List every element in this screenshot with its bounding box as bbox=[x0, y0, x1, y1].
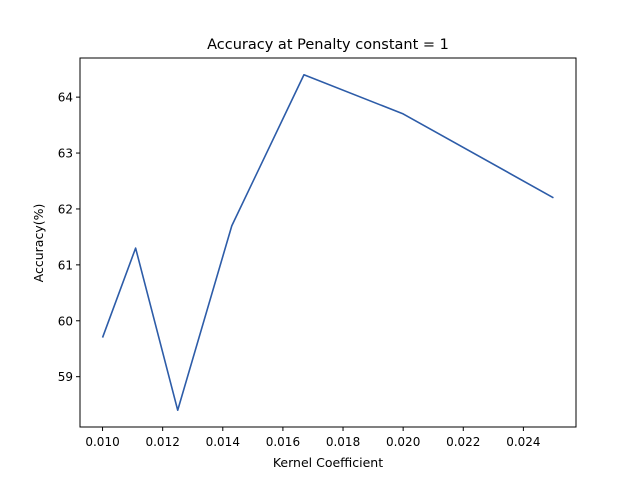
x-tick-label: 0.022 bbox=[446, 435, 480, 449]
x-axis-label: Kernel Coefficient bbox=[273, 455, 383, 470]
y-tick-label: 62 bbox=[58, 202, 73, 216]
x-tick-label: 0.018 bbox=[326, 435, 360, 449]
x-tick-label: 0.012 bbox=[145, 435, 179, 449]
x-axis: 0.010 0.012 0.014 0.016 0.018 0.020 0.022 0.024 bbox=[85, 427, 541, 449]
chart-title: Accuracy at Penalty constant = 1 bbox=[207, 37, 449, 53]
series-line bbox=[101, 73, 554, 412]
plot-area bbox=[79, 57, 577, 428]
y-tick-label: 59 bbox=[58, 370, 73, 384]
x-tick-label: 0.024 bbox=[506, 435, 540, 449]
y-tick-label: 63 bbox=[58, 147, 73, 161]
y-axis-label: Accuracy(%) bbox=[31, 204, 46, 283]
y-axis: 59 60 61 62 63 64 bbox=[58, 91, 80, 384]
x-tick-label: 0.014 bbox=[206, 435, 240, 449]
y-tick-label: 61 bbox=[58, 258, 73, 272]
series-layer bbox=[101, 73, 554, 412]
y-tick-label: 60 bbox=[58, 314, 73, 328]
plot-frame bbox=[79, 57, 577, 428]
x-tick-label: 0.010 bbox=[85, 435, 119, 449]
x-tick-label: 0.016 bbox=[266, 435, 300, 449]
x-tick-label: 0.020 bbox=[386, 435, 420, 449]
y-tick-label: 64 bbox=[58, 91, 73, 105]
